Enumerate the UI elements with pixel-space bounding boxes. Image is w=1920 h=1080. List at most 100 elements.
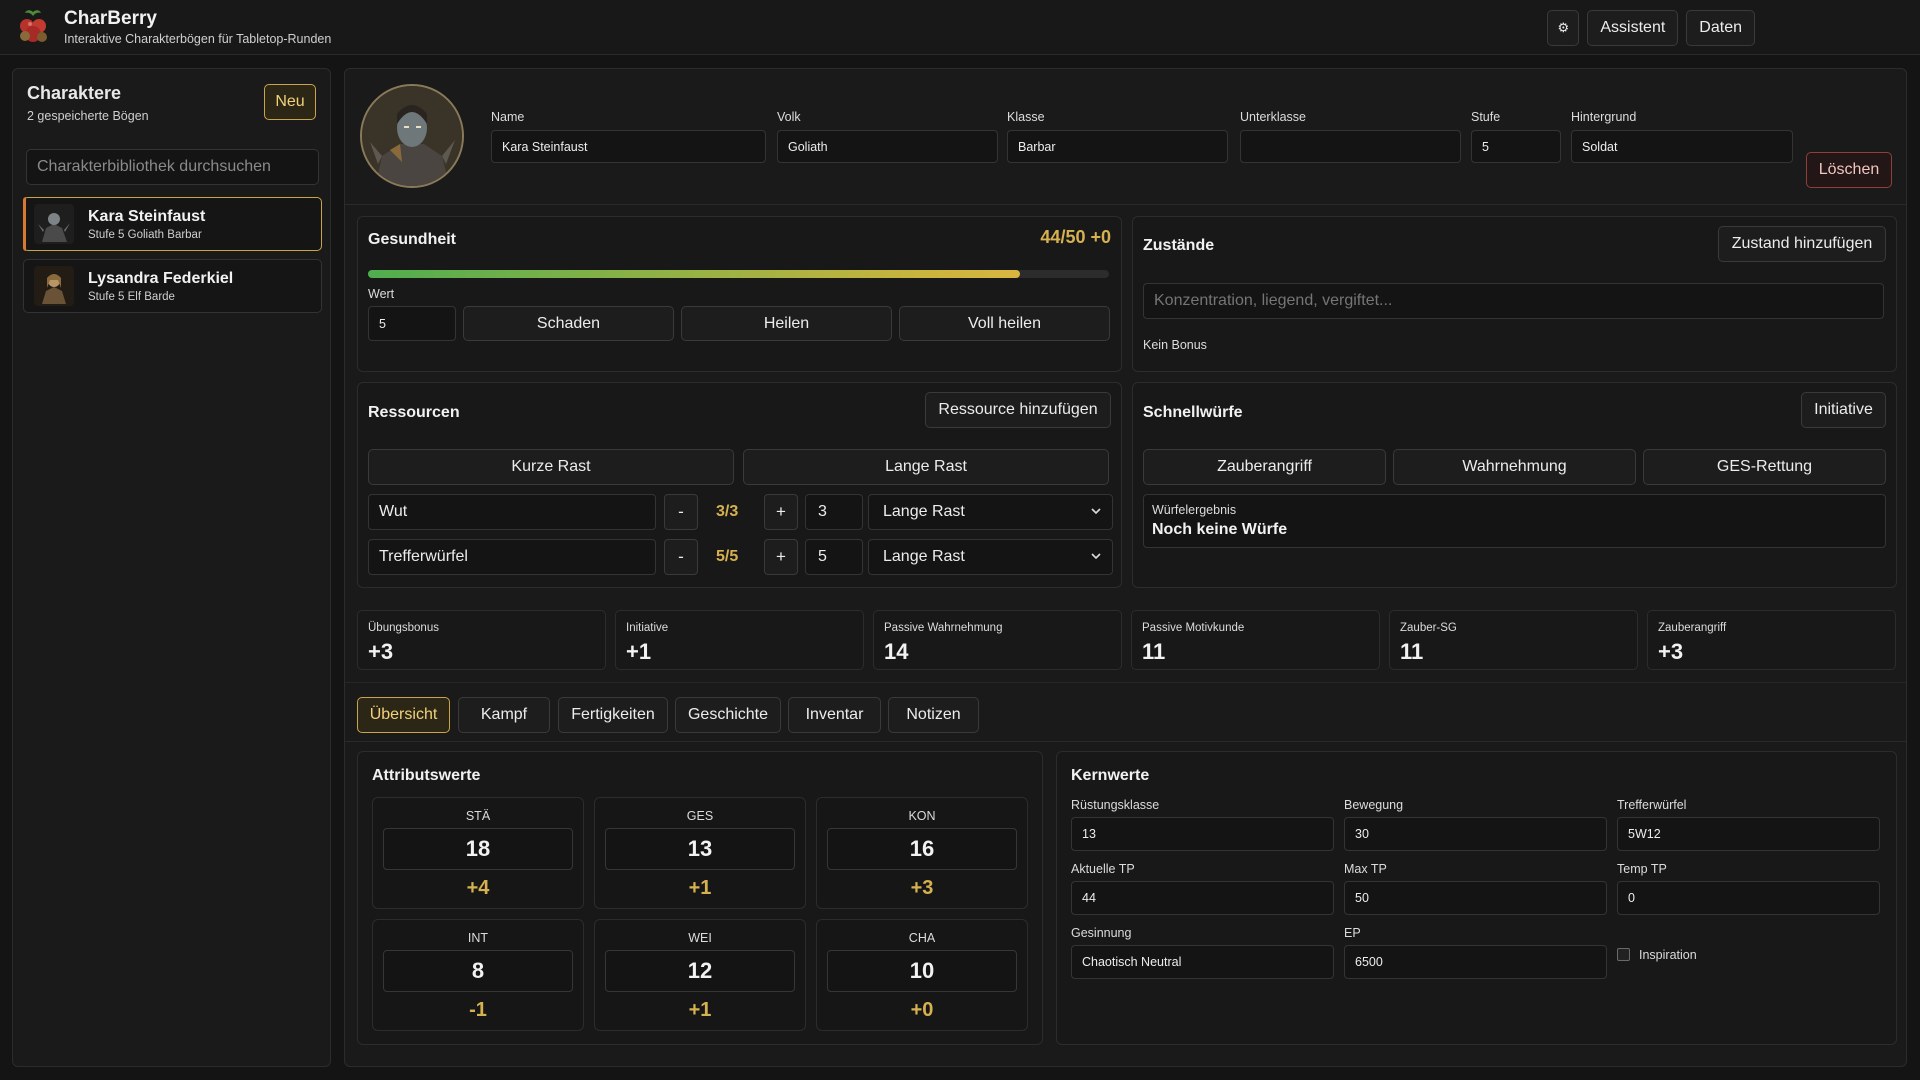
damage-button[interactable]: Schaden <box>463 306 674 341</box>
spell-attack-roll-button[interactable]: Zauberangriff <box>1143 449 1386 485</box>
character-avatar <box>34 266 74 306</box>
xp-label: EP <box>1344 926 1361 940</box>
full-heal-button[interactable]: Voll heilen <box>899 306 1110 341</box>
attribute-score-input[interactable]: 13 <box>605 828 795 870</box>
resources-panel: Ressourcen Ressource hinzufügen Kurze Ra… <box>357 382 1122 588</box>
temp-hp-input[interactable] <box>1617 881 1880 915</box>
resource-reset-select[interactable]: Lange Rast <box>868 494 1113 530</box>
assistant-button[interactable]: Assistent <box>1587 10 1679 46</box>
tab-combat[interactable]: Kampf <box>458 697 550 733</box>
berry-logo <box>20 10 47 42</box>
race-label: Volk <box>777 110 801 124</box>
tab-overview[interactable]: Übersicht <box>357 697 450 733</box>
attribute-score-input[interactable]: 8 <box>383 950 573 992</box>
stat-value: 11 <box>1142 639 1166 664</box>
temp-hp-label: Temp TP <box>1617 862 1667 876</box>
attribute-card-str: STÄ 18 +4 <box>372 797 584 909</box>
attribute-modifier: +1 <box>688 999 712 1021</box>
app-title: CharBerry <box>64 7 157 29</box>
delete-character-button[interactable]: Löschen <box>1806 152 1892 188</box>
max-hp-input[interactable] <box>1344 881 1607 915</box>
long-rest-button[interactable]: Lange Rast <box>743 449 1109 485</box>
condition-bonus-text: Kein Bonus <box>1143 338 1207 352</box>
resource-decrement-button[interactable]: - <box>664 494 698 530</box>
resource-name-input[interactable]: Trefferwürfel <box>368 539 656 575</box>
dex-save-roll-button[interactable]: GES-Rettung <box>1643 449 1886 485</box>
attribute-name: GES <box>686 809 714 823</box>
tab-notes[interactable]: Notizen <box>888 697 979 733</box>
add-condition-button[interactable]: Zustand hinzufügen <box>1718 226 1886 262</box>
attributes-panel: Attributswerte STÄ 18 +4 GES 13 +1 KON 1… <box>357 751 1043 1045</box>
level-label: Stufe <box>1471 110 1501 124</box>
resource-increment-button[interactable]: + <box>764 494 798 530</box>
speed-input[interactable] <box>1344 817 1607 851</box>
current-hp-input[interactable] <box>1071 881 1334 915</box>
initiative-roll-button[interactable]: Initiative <box>1801 392 1886 428</box>
xp-input[interactable] <box>1344 945 1607 979</box>
attribute-score-input[interactable]: 16 <box>827 828 1017 870</box>
tab-inventory[interactable]: Inventar <box>788 697 881 733</box>
attribute-score-input[interactable]: 18 <box>383 828 573 870</box>
sidebar-subtitle: 2 gespeicherte Bögen <box>27 109 149 123</box>
attribute-card-dex: GES 13 +1 <box>594 797 806 909</box>
quick-rolls-title: Schnellwürfe <box>1143 404 1243 421</box>
dice-result-text: Noch keine Würfe <box>1152 521 1288 538</box>
character-sheet: Name Volk Klasse Unterklasse Stufe Hinte… <box>344 68 1907 1067</box>
attribute-card-wis: WEI 12 +1 <box>594 919 806 1031</box>
attribute-score-input[interactable]: 12 <box>605 950 795 992</box>
heal-button[interactable]: Heilen <box>681 306 892 341</box>
subclass-input[interactable] <box>1240 130 1461 163</box>
resource-increment-button[interactable]: + <box>764 539 798 575</box>
perception-roll-button[interactable]: Wahrnehmung <box>1393 449 1636 485</box>
armor-class-input[interactable] <box>1071 817 1334 851</box>
tab-skills[interactable]: Fertigkeiten <box>558 697 668 733</box>
class-input[interactable] <box>1007 130 1228 163</box>
name-input[interactable] <box>491 130 766 163</box>
settings-button[interactable]: ⚙ <box>1547 10 1580 46</box>
subclass-label: Unterklasse <box>1240 110 1306 124</box>
chevron-down-icon <box>1091 508 1101 515</box>
hp-amount-input[interactable] <box>368 306 456 341</box>
attribute-card-int: INT 8 -1 <box>372 919 584 1031</box>
character-item-lysandra[interactable]: Lysandra Federkiel Stufe 5 Elf Barde <box>23 259 322 313</box>
resource-name-input[interactable]: Wut <box>368 494 656 530</box>
short-rest-button[interactable]: Kurze Rast <box>368 449 734 485</box>
character-meta: Stufe 5 Elf Barde <box>88 290 175 303</box>
add-resource-button[interactable]: Ressource hinzufügen <box>925 392 1111 428</box>
tab-history[interactable]: Geschichte <box>675 697 781 733</box>
attribute-modifier: +0 <box>910 999 934 1021</box>
dice-result-box: Würfelergebnis Noch keine Würfe <box>1143 494 1886 548</box>
gear-icon: ⚙ <box>1557 20 1570 35</box>
level-input[interactable] <box>1471 130 1561 163</box>
attribute-modifier: +1 <box>688 877 712 899</box>
inspiration-label: Inspiration <box>1639 948 1697 962</box>
hp-value-label: Wert <box>368 287 395 301</box>
stat-label: Übungsbonus <box>368 622 439 634</box>
attribute-card-con: KON 16 +3 <box>816 797 1028 909</box>
hit-dice-label: Trefferwürfel <box>1617 798 1687 812</box>
stat-card-spell-dc: Zauber-SG 11 <box>1389 610 1638 670</box>
resource-decrement-button[interactable]: - <box>664 539 698 575</box>
name-label: Name <box>491 110 525 124</box>
attribute-modifier: +3 <box>910 877 934 899</box>
new-character-button[interactable]: Neu <box>264 84 316 120</box>
resource-count: 3/3 <box>716 503 739 520</box>
condition-input[interactable] <box>1143 283 1884 319</box>
data-button[interactable]: Daten <box>1686 10 1755 46</box>
inspiration-checkbox[interactable] <box>1617 948 1630 961</box>
stat-label: Zauber-SG <box>1400 622 1457 634</box>
resource-max-input[interactable]: 3 <box>805 494 863 530</box>
stat-card-proficiency: Übungsbonus +3 <box>357 610 606 670</box>
attribute-score-input[interactable]: 10 <box>827 950 1017 992</box>
background-input[interactable] <box>1571 130 1793 163</box>
resource-reset-select[interactable]: Lange Rast <box>868 539 1113 575</box>
race-input[interactable] <box>777 130 998 163</box>
character-item-kara[interactable]: Kara Steinfaust Stufe 5 Goliath Barbar <box>23 197 322 251</box>
identity-header: Name Volk Klasse Unterklasse Stufe Hinte… <box>345 69 1906 205</box>
hit-dice-input[interactable] <box>1617 817 1880 851</box>
library-search-input[interactable] <box>26 149 319 185</box>
resource-max-input[interactable]: 5 <box>805 539 863 575</box>
attribute-modifier: +4 <box>466 877 490 899</box>
alignment-input[interactable] <box>1071 945 1334 979</box>
character-portrait[interactable] <box>360 84 464 188</box>
